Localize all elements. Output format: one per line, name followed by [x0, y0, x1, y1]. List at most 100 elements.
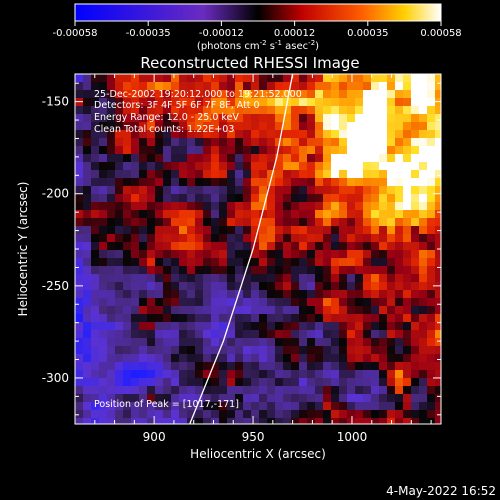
heatmap-cell — [195, 370, 204, 379]
heatmap-cell — [435, 354, 441, 363]
heatmap-cell — [243, 362, 252, 371]
heatmap-cell — [363, 386, 372, 395]
heatmap-cell — [347, 162, 356, 171]
heatmap-cell — [171, 178, 180, 187]
heatmap-cell — [299, 170, 308, 179]
heatmap-cell — [395, 218, 404, 227]
heatmap-cell — [395, 290, 404, 299]
heatmap-cell — [355, 122, 364, 131]
heatmap-cell — [315, 402, 324, 411]
heatmap-cell — [211, 298, 220, 307]
heatmap-cell — [331, 90, 340, 99]
heatmap-cell — [107, 346, 116, 355]
heatmap-cell — [91, 402, 100, 411]
heatmap-cell — [195, 106, 204, 115]
heatmap-cell — [283, 410, 292, 419]
heatmap-cell — [115, 282, 124, 291]
heatmap-cell — [363, 122, 372, 131]
heatmap-cell — [195, 266, 204, 275]
heatmap-cell — [179, 410, 188, 419]
heatmap-cell — [267, 266, 276, 275]
heatmap-cell — [283, 330, 292, 339]
heatmap-cell — [139, 338, 148, 347]
heatmap-cell — [259, 306, 268, 315]
heatmap-cell — [323, 346, 332, 355]
heatmap-cell — [331, 274, 340, 283]
heatmap-cell — [83, 282, 92, 291]
heatmap-cell — [371, 130, 380, 139]
heatmap-cell — [203, 98, 212, 107]
heatmap-cell — [259, 218, 268, 227]
heatmap-cell — [323, 106, 332, 115]
heatmap-cell — [163, 338, 172, 347]
heatmap-cell — [131, 210, 140, 219]
heatmap-cell — [91, 410, 100, 419]
heatmap-cell — [307, 298, 316, 307]
heatmap-cell — [227, 98, 236, 107]
heatmap-cell — [211, 98, 220, 107]
heatmap-cell — [243, 202, 252, 211]
heatmap-cell — [395, 98, 404, 107]
heatmap-cell — [131, 218, 140, 227]
heatmap-cell — [347, 242, 356, 251]
heatmap-cell — [283, 138, 292, 147]
heatmap-cell — [107, 306, 116, 315]
heatmap-cell — [235, 234, 244, 243]
heatmap-cell — [395, 202, 404, 211]
heatmap-cell — [315, 298, 324, 307]
heatmap-cell — [131, 250, 140, 259]
heatmap-cell — [355, 138, 364, 147]
heatmap-cell — [123, 106, 132, 115]
heatmap-cell — [259, 274, 268, 283]
heatmap-cell — [139, 258, 148, 267]
heatmap-cell — [275, 274, 284, 283]
heatmap-cell — [131, 242, 140, 251]
heatmap-cell — [139, 138, 148, 147]
heatmap-cell — [379, 98, 388, 107]
heatmap-cell — [411, 386, 420, 395]
heatmap-cell — [235, 354, 244, 363]
heatmap-cell — [155, 202, 164, 211]
heatmap-cell — [435, 394, 441, 403]
heatmap-cell — [243, 250, 252, 259]
heatmap-cell — [355, 346, 364, 355]
heatmap-cell — [131, 138, 140, 147]
heatmap-cell — [275, 226, 284, 235]
heatmap-cell — [243, 186, 252, 195]
heatmap-cell — [275, 370, 284, 379]
y-tick-label: -150 — [42, 95, 69, 109]
heatmap-cell — [99, 354, 108, 363]
heatmap-cell — [339, 210, 348, 219]
heatmap-cell — [91, 162, 100, 171]
heatmap-cell — [435, 346, 441, 355]
heatmap-cell — [291, 74, 300, 83]
heatmap-cell — [323, 378, 332, 387]
heatmap-cell — [419, 282, 428, 291]
heatmap-cell — [411, 202, 420, 211]
heatmap-cell — [283, 322, 292, 331]
heatmap-cell — [371, 90, 380, 99]
heatmap-cell — [275, 386, 284, 395]
heatmap-cell — [75, 106, 84, 115]
heatmap-cell — [75, 370, 84, 379]
heatmap-cell — [243, 282, 252, 291]
heatmap-cell — [275, 290, 284, 299]
heatmap-cell — [371, 138, 380, 147]
heatmap-cell — [403, 130, 412, 139]
heatmap-cell — [419, 386, 428, 395]
heatmap-cell — [435, 106, 441, 115]
heatmap-cell — [195, 298, 204, 307]
heatmap-cell — [179, 106, 188, 115]
heatmap-cell — [75, 162, 84, 171]
heatmap-cell — [419, 338, 428, 347]
heatmap-cell — [235, 170, 244, 179]
heatmap-cell — [147, 74, 156, 83]
heatmap-cell — [291, 378, 300, 387]
heatmap-cell — [299, 258, 308, 267]
heatmap-cell — [339, 202, 348, 211]
heatmap-cell — [363, 98, 372, 107]
heatmap-cell — [267, 354, 276, 363]
heatmap-cell — [139, 314, 148, 323]
heatmap-cell — [395, 234, 404, 243]
heatmap-cell — [379, 242, 388, 251]
